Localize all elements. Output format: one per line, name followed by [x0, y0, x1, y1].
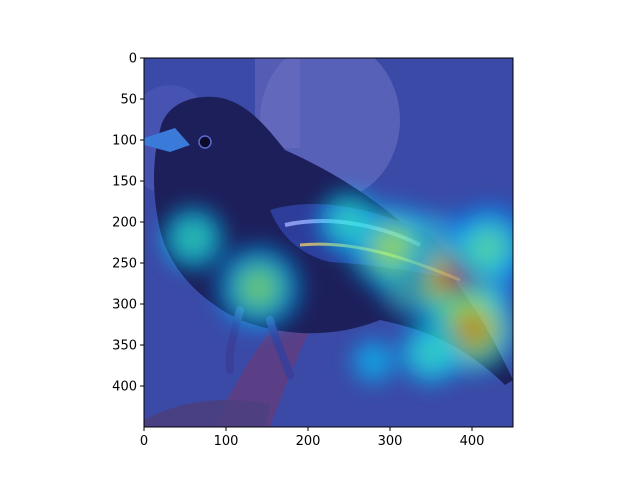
heat-blob	[375, 231, 405, 262]
y-tick-label: 200	[112, 216, 137, 231]
x-tick-label: 300	[378, 434, 403, 449]
heatmap-overlay	[160, 189, 513, 387]
y-tick-label: 300	[112, 298, 137, 313]
heat-blob	[358, 346, 389, 377]
heat-blob	[473, 231, 504, 262]
x-axis: 0 100 200 300 400	[140, 427, 485, 449]
heat-blob	[334, 207, 364, 237]
plot-area	[144, 58, 513, 427]
heat-blob	[457, 313, 487, 344]
y-tick-label: 0	[129, 52, 137, 67]
y-tick-label: 100	[112, 134, 137, 149]
axes-frame	[143, 57, 514, 428]
heat-blob	[243, 272, 274, 303]
bird-beak	[144, 128, 190, 152]
y-tick-label: 50	[120, 93, 137, 108]
x-tick-label: 0	[140, 434, 148, 449]
x-tick-label: 100	[214, 434, 239, 449]
bird-eye	[198, 135, 212, 149]
x-tick-label: 200	[296, 434, 321, 449]
heat-blob	[416, 338, 446, 369]
y-tick-label: 150	[112, 175, 137, 190]
y-tick-label: 350	[112, 339, 137, 354]
branch	[215, 300, 310, 427]
y-tick-label: 250	[112, 257, 137, 272]
heat-blob	[178, 223, 209, 254]
x-tick-label: 400	[460, 434, 485, 449]
y-tick-label: 400	[112, 380, 137, 395]
branch-lower	[144, 400, 270, 427]
y-axis: 0 50 100 150 200 250 300 350 400	[112, 52, 144, 395]
